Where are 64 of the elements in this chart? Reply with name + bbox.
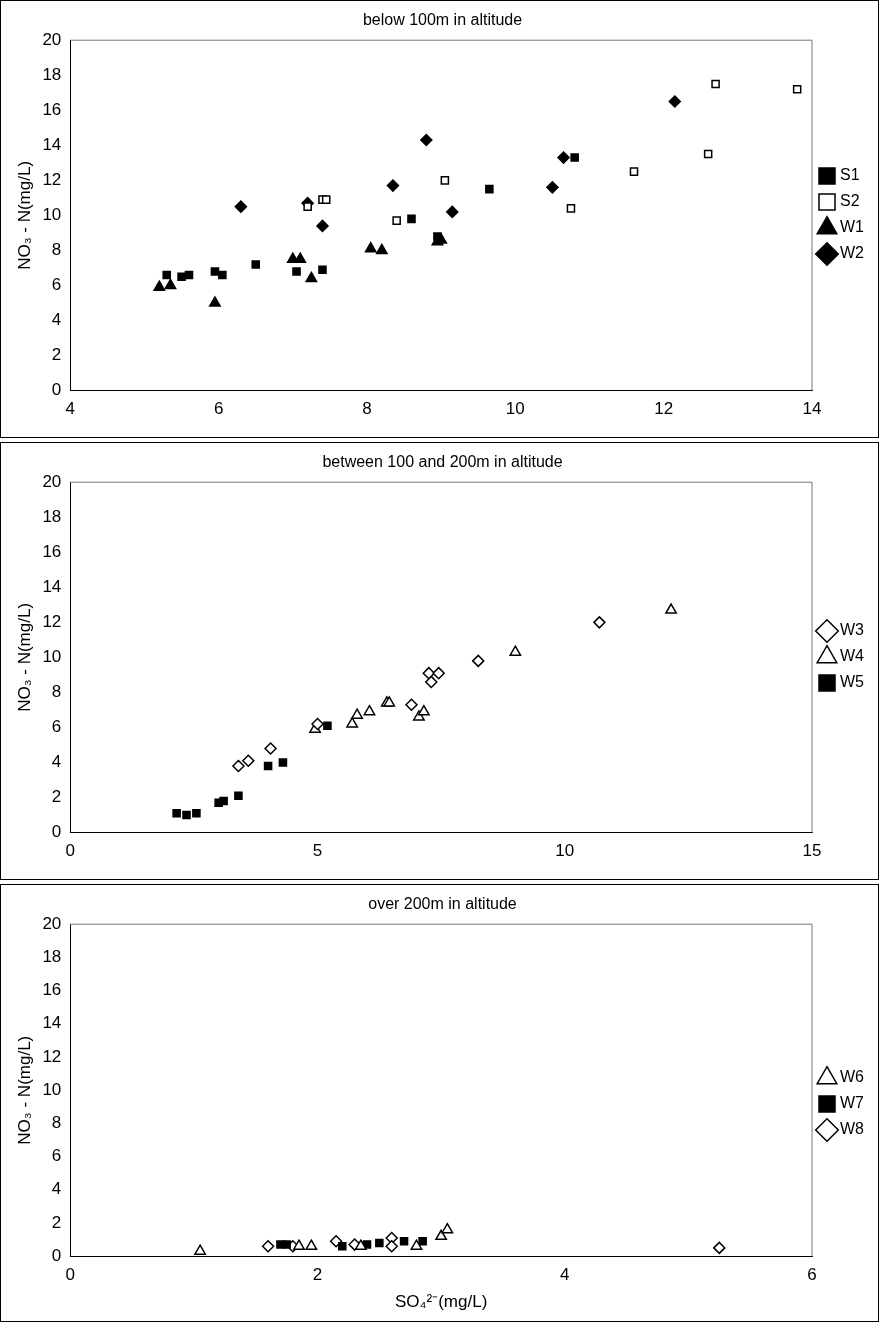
y-tick-label: 16	[42, 99, 62, 119]
y-tick-label: 14	[42, 1013, 62, 1033]
x-tick-label: 4	[65, 399, 76, 419]
legend-label: W5	[840, 673, 865, 691]
y-tick-label: 0	[51, 822, 62, 842]
y-tick-label: 2	[51, 345, 62, 365]
x-tick-label: 6	[213, 399, 224, 419]
y-axis-title: NO₃ - N(mg/L)	[14, 1035, 34, 1145]
x-axis-title: SO₄²⁻(mg/L)	[395, 1292, 488, 1312]
y-tick-label: 18	[42, 64, 62, 84]
y-tick-label: 0	[51, 380, 62, 400]
legend-label: W7	[840, 1094, 865, 1112]
x-tick-label: 2	[312, 1265, 323, 1285]
y-tick-label: 10	[42, 205, 62, 225]
x-tick-label: 10	[505, 399, 525, 419]
x-tick-label: 5	[312, 841, 323, 861]
legend-label: W6	[840, 1068, 865, 1086]
y-tick-label: 0	[51, 1245, 62, 1265]
y-tick-label: 20	[42, 913, 62, 933]
y-tick-label: 20	[42, 29, 62, 49]
chart-title: over 200m in altitude	[368, 895, 517, 913]
chart-title: between 100 and 200m in altitude	[322, 453, 563, 471]
legend-label: W4	[840, 647, 865, 665]
y-tick-label: 4	[51, 1179, 62, 1199]
x-tick-label: 6	[807, 1265, 817, 1285]
y-tick-label: 6	[51, 1146, 62, 1166]
legend-label: W2	[840, 244, 865, 262]
y-tick-label: 16	[42, 541, 62, 561]
y-tick-label: 18	[42, 506, 62, 526]
y-tick-label: 4	[51, 752, 62, 772]
y-tick-label: 8	[51, 240, 62, 260]
legend-label: S1	[840, 166, 860, 184]
x-tick-label: 14	[802, 399, 822, 419]
y-tick-label: 18	[42, 947, 62, 967]
y-tick-label: 20	[42, 471, 62, 491]
y-tick-label: 16	[42, 980, 62, 1000]
y-tick-label: 12	[42, 612, 62, 632]
x-tick-label: 8	[362, 399, 372, 419]
y-tick-label: 14	[42, 135, 62, 155]
y-tick-label: 8	[51, 682, 62, 702]
y-axis-title: NO₃ - N(mg/L)	[14, 160, 34, 270]
y-tick-label: 12	[42, 1046, 62, 1066]
y-tick-label: 4	[51, 310, 62, 330]
legend-label: W8	[840, 1120, 865, 1138]
y-tick-label: 2	[51, 787, 62, 807]
y-axis-title: NO₃ - N(mg/L)	[14, 602, 34, 712]
x-tick-label: 12	[654, 399, 674, 419]
y-tick-label: 6	[51, 275, 62, 295]
x-tick-label: 0	[65, 841, 76, 861]
legend-label: W1	[840, 218, 865, 236]
x-tick-label: 0	[65, 1265, 76, 1285]
y-tick-label: 14	[42, 577, 62, 597]
y-tick-label: 6	[51, 717, 62, 737]
chart-title: below 100m in altitude	[362, 11, 523, 29]
legend-label: W3	[840, 621, 865, 639]
x-tick-label: 10	[555, 841, 575, 861]
y-tick-label: 2	[51, 1212, 62, 1232]
y-tick-label: 10	[42, 647, 62, 667]
y-tick-label: 12	[42, 170, 62, 190]
y-tick-label: 10	[42, 1079, 62, 1099]
legend-label: S2	[840, 192, 860, 210]
x-tick-label: 4	[560, 1265, 570, 1285]
x-tick-label: 15	[802, 841, 822, 861]
y-tick-label: 8	[51, 1113, 62, 1133]
